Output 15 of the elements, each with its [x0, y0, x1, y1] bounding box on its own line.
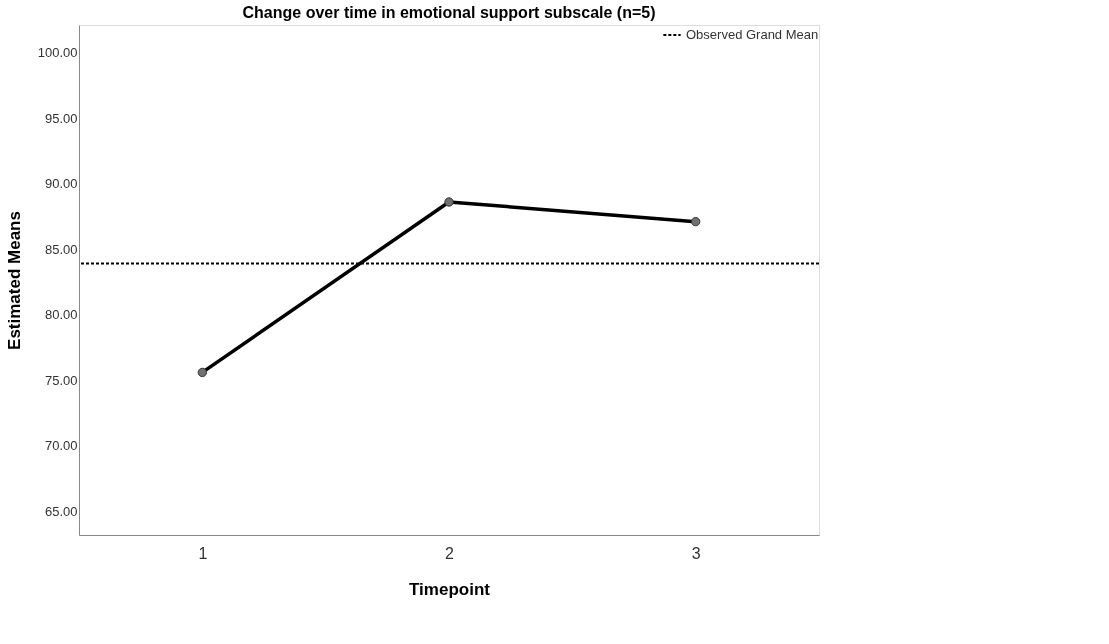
- x-axis-title: Timepoint: [409, 579, 491, 599]
- x-tick-label: 2: [445, 544, 455, 562]
- x-tick-label: 3: [691, 544, 701, 562]
- y-tick-label: 100.00: [37, 45, 78, 61]
- y-tick-label: 95.00: [44, 110, 78, 126]
- y-tick-label: 65.00: [44, 503, 78, 519]
- y-tick-label: 85.00: [44, 241, 78, 257]
- y-tick-label: 90.00: [44, 176, 78, 192]
- legend-label: Observed Grand Mean: [686, 27, 819, 42]
- y-tick-label: 80.00: [44, 307, 78, 323]
- x-tick-label: 1: [198, 544, 208, 562]
- y-tick-label: 70.00: [44, 438, 78, 454]
- y-tick-label: 75.00: [44, 372, 78, 388]
- y-axis-title: Estimated Means: [4, 211, 24, 350]
- chart-title: Change over time in emotional support subscale (n=5): [242, 4, 656, 21]
